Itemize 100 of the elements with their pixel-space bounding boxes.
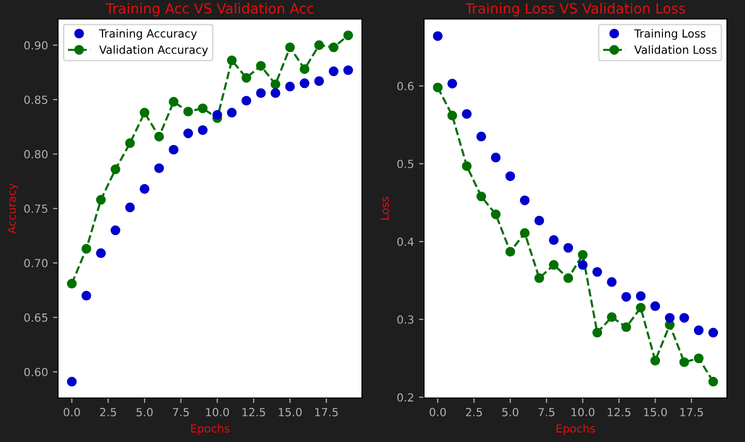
point: [636, 302, 646, 313]
point: [256, 88, 266, 98]
point: [168, 96, 178, 107]
point: [432, 82, 443, 92]
y-tick-label: 0.75: [24, 204, 48, 213]
point: [242, 96, 252, 106]
point: [578, 250, 588, 260]
legend-label: Validation Loss: [634, 45, 716, 54]
point: [592, 328, 602, 338]
point: [462, 161, 472, 171]
point: [708, 328, 718, 338]
chart-title: Training Loss VS Validation Loss: [465, 2, 685, 16]
point: [314, 40, 324, 50]
y-tick-label: 0.5: [397, 160, 414, 168]
point: [300, 64, 310, 74]
point: [636, 291, 646, 301]
x-tick-label: 7.5: [172, 408, 189, 416]
chart-title: Training Acc VS Validation Acc: [106, 2, 314, 16]
point: [140, 184, 150, 194]
point: [125, 202, 135, 212]
point: [447, 110, 458, 120]
point: [520, 195, 530, 206]
point: [198, 125, 208, 135]
point: [664, 312, 675, 323]
point: [505, 171, 516, 182]
point: [154, 132, 164, 142]
y-axis-title: Loss: [380, 196, 389, 220]
point: [592, 267, 602, 277]
point: [490, 209, 501, 220]
point: [226, 108, 237, 118]
x-tick-label: 2.5: [100, 408, 116, 416]
point: [242, 72, 252, 83]
point: [534, 216, 544, 226]
y-tick-label: 0.80: [24, 150, 48, 158]
point: [96, 248, 106, 258]
point: [606, 277, 617, 287]
point: [285, 82, 295, 92]
y-tick-label: 0.6: [397, 82, 414, 90]
point: [548, 260, 559, 270]
point: [694, 325, 704, 336]
legend-label: Validation Accuracy: [99, 45, 208, 56]
y-tick-label: 0.4: [397, 238, 414, 246]
point: [534, 273, 544, 284]
point: [270, 79, 280, 90]
x-tick-label: 10.0: [206, 408, 229, 416]
point: [96, 194, 106, 205]
point: [679, 357, 690, 368]
y-tick-label: 0.70: [24, 258, 48, 268]
point: [328, 66, 338, 76]
x-tick-label: 17.5: [680, 408, 703, 416]
x-tick-label: 0.0: [430, 408, 446, 416]
point: [476, 132, 486, 142]
point: [110, 164, 120, 174]
y-tick-label: 0.2: [397, 393, 414, 402]
point: [300, 78, 310, 88]
point: [285, 42, 295, 52]
point: [212, 110, 222, 120]
x-tick-label: 0.0: [64, 408, 80, 416]
y-tick-label: 0.60: [24, 368, 48, 376]
y-tick-label: 0.3: [397, 315, 414, 324]
point: [183, 128, 194, 138]
x-tick-label: 10.0: [572, 408, 594, 416]
legend-label: Training Loss: [634, 29, 706, 40]
point: [505, 246, 516, 257]
legend-label: Training Accuracy: [99, 29, 197, 40]
x-tick-label: 5.0: [502, 408, 518, 416]
point: [432, 31, 443, 41]
point: [621, 292, 632, 302]
point: [343, 65, 354, 76]
point: [328, 42, 338, 52]
y-tick-label: 0.85: [24, 96, 48, 104]
point: [462, 109, 472, 119]
point: [314, 76, 324, 86]
point: [154, 163, 164, 174]
x-axis-title: Epochs: [191, 424, 230, 435]
point: [563, 242, 574, 253]
x-axis-title: Epochs: [556, 424, 595, 435]
point: [270, 88, 280, 98]
x-tick-label: 17.5: [315, 408, 338, 416]
point: [650, 356, 660, 366]
point: [563, 273, 574, 284]
point: [606, 312, 617, 322]
x-tick-label: 5.0: [136, 408, 153, 416]
y-tick-label: 0.90: [24, 41, 48, 50]
point: [650, 301, 660, 312]
point: [520, 228, 530, 238]
point: [125, 138, 135, 148]
x-tick-label: 2.5: [466, 408, 482, 416]
point: [621, 322, 632, 332]
point: [110, 225, 120, 236]
point: [578, 260, 588, 270]
x-tick-label: 15.0: [644, 408, 667, 416]
point: [66, 376, 77, 387]
point: [679, 312, 690, 323]
point: [168, 144, 178, 155]
point: [198, 103, 208, 114]
point: [708, 376, 718, 387]
point: [548, 235, 559, 245]
point: [343, 30, 354, 40]
point: [226, 56, 237, 66]
